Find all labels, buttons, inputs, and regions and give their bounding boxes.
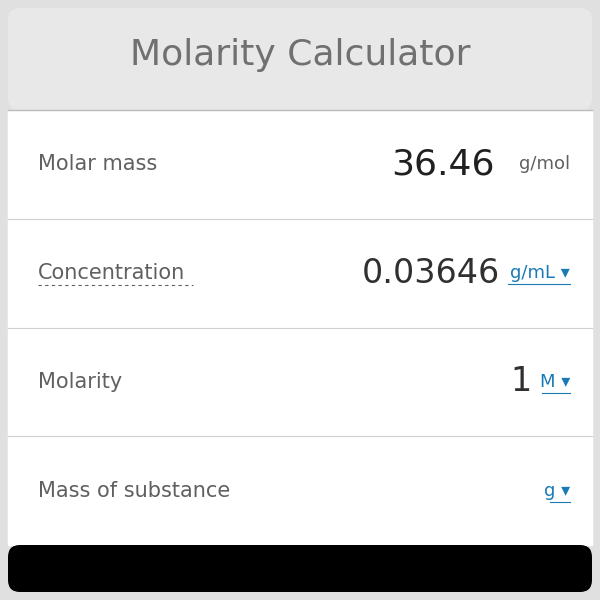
Text: g/mol: g/mol: [519, 155, 570, 173]
Text: Molarity Calculator: Molarity Calculator: [130, 38, 470, 72]
Text: Concentration: Concentration: [38, 263, 185, 283]
Text: g/mL ▾: g/mL ▾: [510, 264, 570, 282]
FancyBboxPatch shape: [8, 545, 592, 592]
Text: 36.46: 36.46: [392, 148, 495, 181]
FancyBboxPatch shape: [8, 8, 592, 592]
Text: Molarity: Molarity: [38, 372, 122, 392]
FancyBboxPatch shape: [8, 8, 592, 110]
Text: 0.03646: 0.03646: [362, 257, 500, 290]
Text: Mass of substance: Mass of substance: [38, 481, 230, 500]
Text: g ▾: g ▾: [544, 482, 570, 500]
Text: Molar mass: Molar mass: [38, 154, 157, 175]
Bar: [8, 110, 592, 545]
Text: M ▾: M ▾: [540, 373, 570, 391]
Text: 1: 1: [511, 365, 532, 398]
